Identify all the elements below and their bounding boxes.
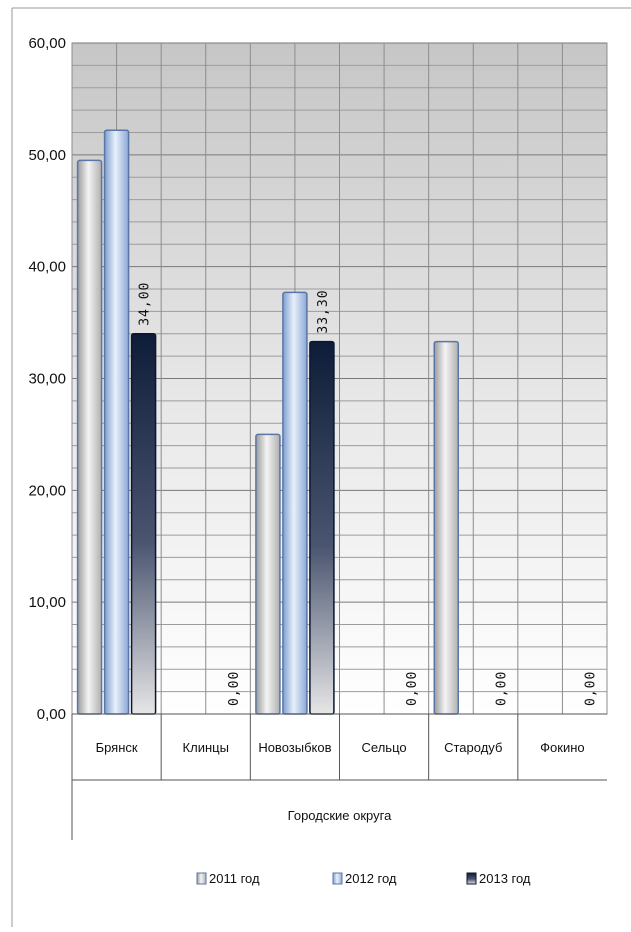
- bar: [130, 333, 157, 715]
- y-tick-label: 50,00: [28, 147, 66, 164]
- bar: [255, 433, 281, 715]
- legend: 2011 год 2012 год 2013 год: [196, 871, 531, 886]
- x-tick-label: Сельцо: [362, 740, 407, 755]
- chart-frame: [11, 7, 631, 927]
- y-tick-label: 10,00: [28, 594, 66, 611]
- legend-label: 2011 год: [209, 871, 260, 886]
- x-tick-label: Новозыбков: [258, 740, 331, 755]
- legend-swatch: [466, 872, 477, 885]
- axes: 0,00 10,00 20,00 30,00 40,00 50,00 60,00 Брянск…: [28, 35, 607, 840]
- x-tick-label: Стародуб: [444, 740, 502, 755]
- bar: [433, 340, 459, 715]
- category-group-label: Городские округа: [288, 808, 392, 823]
- bar: [103, 129, 130, 715]
- y-tick-label: 30,00: [28, 371, 66, 388]
- data-label: 0,00: [494, 671, 509, 706]
- data-label: 0,00: [227, 671, 242, 706]
- x-tick-label: Клинцы: [183, 740, 229, 755]
- data-label: 0,00: [405, 671, 420, 706]
- legend-swatch: [332, 872, 343, 885]
- legend-swatch: [196, 872, 207, 885]
- data-label: 33,30: [316, 289, 331, 333]
- bar: [76, 159, 103, 715]
- bar: [282, 291, 308, 715]
- legend-label: 2013 год: [479, 871, 531, 886]
- y-tick-label: 0,00: [37, 706, 66, 723]
- bar: [309, 340, 335, 715]
- y-tick-label: 20,00: [28, 482, 66, 499]
- y-tick-label: 40,00: [28, 259, 66, 276]
- x-tick-label: Фокино: [540, 740, 584, 755]
- x-tick-label: Брянск: [96, 740, 138, 755]
- data-label: 34,00: [138, 282, 153, 326]
- y-tick-label: 60,00: [28, 35, 66, 52]
- data-labels: 34,00 0,00 33,30 0,00 0,00 0,00: [138, 282, 599, 706]
- bars: [76, 129, 459, 715]
- data-label: 0,00: [583, 671, 598, 706]
- legend-label: 2012 год: [345, 871, 397, 886]
